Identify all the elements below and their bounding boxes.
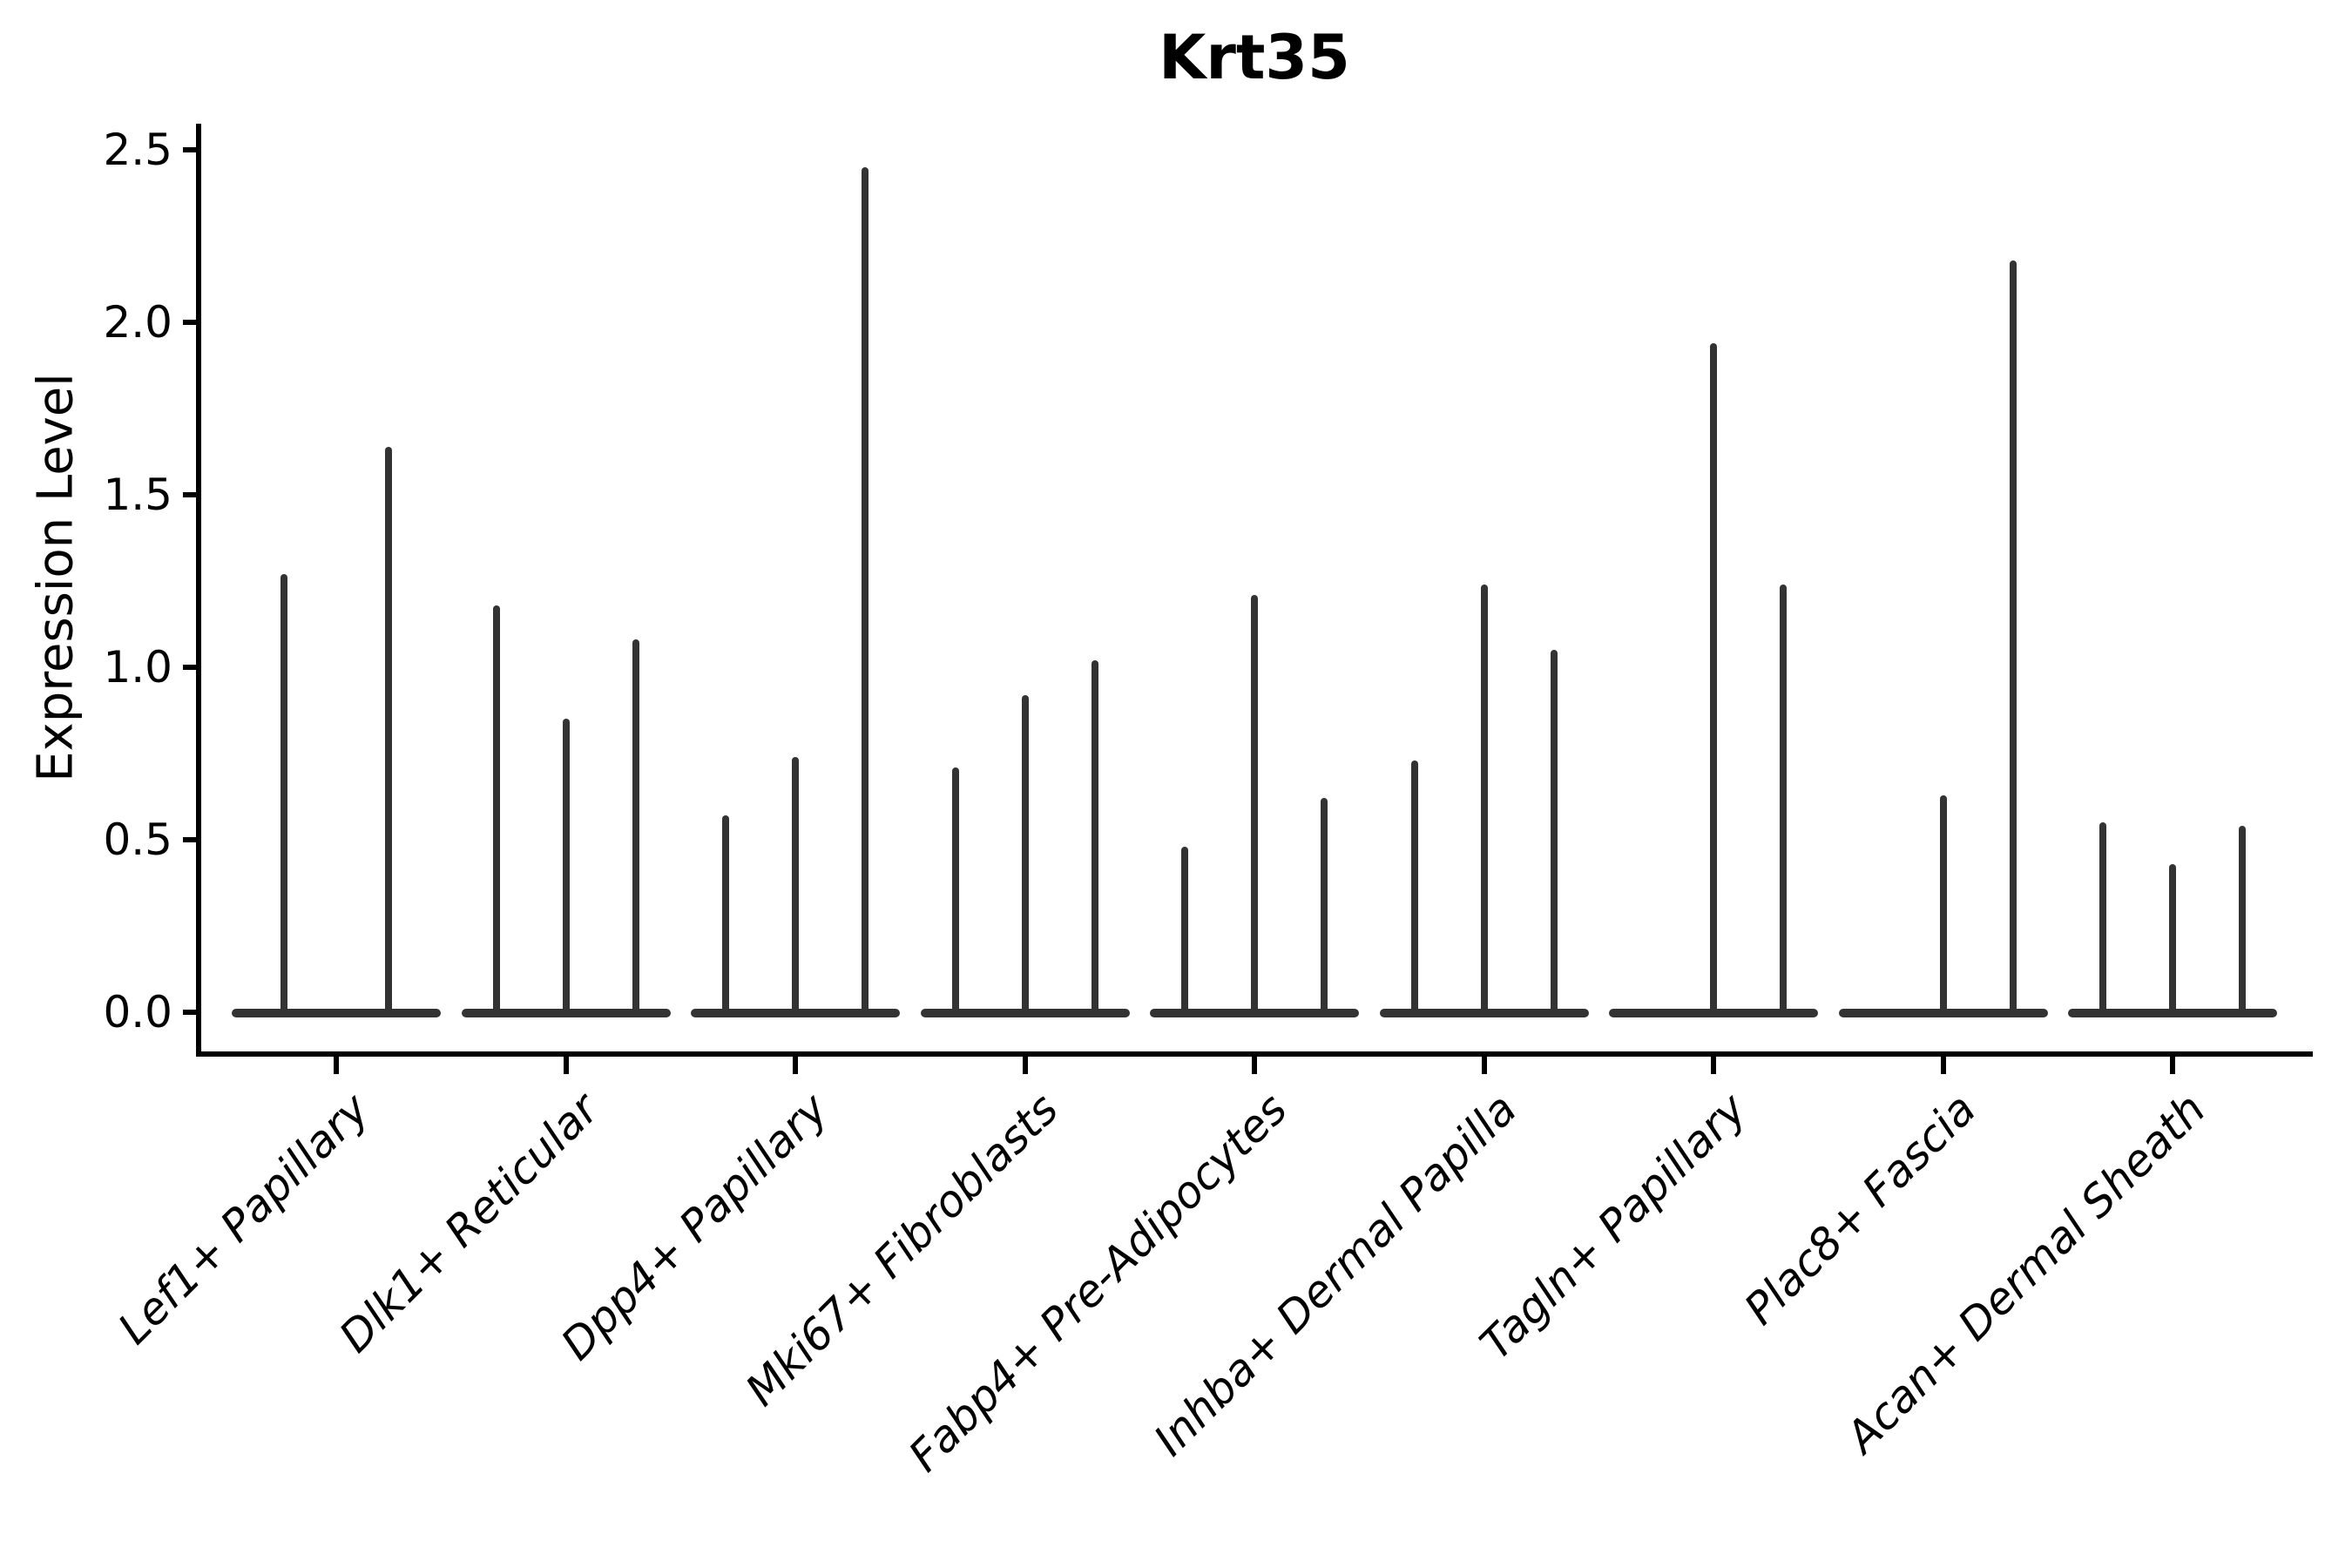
x-tick-label: Lef1+ Papillary [108,1084,380,1355]
x-tick-mark [563,1053,569,1074]
y-tick-label: 1.5 [103,470,172,520]
violin-spike [1181,846,1188,1016]
violin-spike [1321,798,1328,1016]
y-tick-mark [183,1010,199,1015]
violin-spike [1251,594,1258,1016]
y-tick-mark [183,492,199,497]
y-tick-label: 0.5 [103,814,172,865]
chart-title: Krt35 [1159,22,1350,93]
violin-spike [1480,584,1488,1016]
x-tick-label: Plac8+ Fascia [1734,1084,1986,1335]
violin-spike [1780,584,1787,1016]
violin-spike [385,446,392,1016]
violin-spike [492,605,500,1016]
x-tick-mark [1711,1053,1716,1074]
x-tick-mark [334,1053,339,1074]
y-tick-mark [183,665,199,670]
x-tick-mark [1022,1053,1028,1074]
violin-base [232,1009,441,1017]
violin-spike [792,756,799,1016]
violin-spike [1091,660,1098,1016]
x-tick-label: Inhba+ Dermal Papilla [1145,1084,1527,1466]
violin-spike [280,574,287,1016]
violin-spike [1550,650,1558,1016]
violin-spike [632,639,639,1016]
violin-spike [2169,863,2176,1016]
y-tick-label: 1.0 [103,642,172,693]
y-tick-mark [183,147,199,152]
y-tick-mark [183,320,199,325]
x-tick-mark [1252,1053,1257,1074]
x-tick-mark [793,1053,798,1074]
x-tick-mark [1940,1053,1946,1074]
x-tick-mark [2170,1053,2175,1074]
violin-spike [2099,822,2106,1016]
violin-spike [951,767,959,1016]
violin-spike [2009,260,2017,1016]
y-tick-mark [183,837,199,842]
x-tick-mark [1481,1053,1487,1074]
violin-spike [1710,342,1717,1016]
violin-spike [1410,760,1418,1016]
y-tick-label: 0.0 [103,987,172,1037]
violin-spike [2239,826,2246,1016]
violin-spike [562,719,570,1016]
violin-spike [722,815,729,1016]
y-tick-label: 2.5 [103,125,172,175]
violin-spike [862,166,868,1016]
x-tick-label: Fabp4+ Pre-Adipocytes [899,1084,1298,1482]
y-tick-label: 2.0 [103,297,172,348]
violin-spike [1021,694,1029,1016]
y-axis-spine [196,124,201,1057]
y-axis-label: Expression Level [27,373,84,782]
violin-spike [1939,794,1947,1016]
